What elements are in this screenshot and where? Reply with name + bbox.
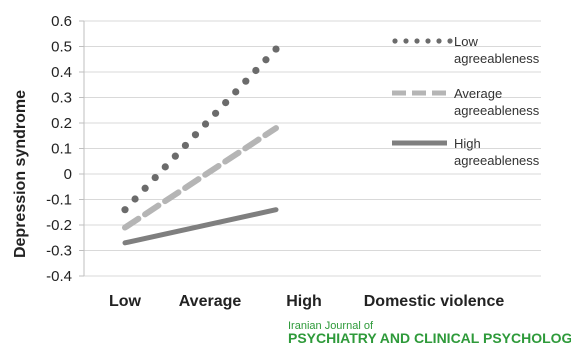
y-tick-label: 0.3 bbox=[51, 90, 72, 107]
series-low-agreeableness-point bbox=[141, 184, 149, 192]
y-tick-label: -0.3 bbox=[46, 243, 72, 260]
series-low-agreeableness-point bbox=[272, 45, 280, 53]
series-high-agreeableness-line bbox=[122, 207, 279, 246]
y-tick-labels: 0.6 0.5 0.4 0.3 0.2 0.1 0 -0.1 -0.2 -0.3 -0.4 bbox=[46, 13, 72, 285]
x-category-label: Average bbox=[179, 293, 242, 310]
series-average-agreeableness-line bbox=[122, 125, 279, 231]
series bbox=[121, 45, 280, 246]
legend-swatch-low-dot bbox=[447, 38, 453, 44]
journal-name-small: Iranian Journal of bbox=[288, 320, 374, 332]
y-tick-label: 0.4 bbox=[51, 64, 72, 81]
y-tick-label: -0.4 bbox=[46, 268, 72, 285]
y-tick-label: -0.2 bbox=[46, 217, 72, 234]
series-low-agreeableness-point bbox=[161, 163, 169, 171]
y-tick-label: 0.1 bbox=[51, 141, 72, 158]
x-axis-extra-label: Domestic violence bbox=[364, 293, 505, 310]
y-tick-label: 0.6 bbox=[51, 13, 72, 30]
x-category-label: High bbox=[286, 293, 322, 310]
series-low-agreeableness-point bbox=[242, 77, 250, 85]
legend-swatch-low-dot bbox=[425, 38, 431, 44]
x-category-labels: Low Average High bbox=[109, 293, 322, 310]
series-low-agreeableness-point bbox=[262, 56, 270, 64]
legend: Low agreeableness Average agreeableness High… bbox=[392, 34, 540, 168]
gridlines bbox=[84, 20, 541, 277]
y-tick-label: -0.1 bbox=[46, 192, 72, 209]
series-low-agreeableness-point bbox=[201, 120, 210, 128]
series-low-agreeableness-point bbox=[171, 152, 179, 160]
series-low-agreeableness-point bbox=[222, 99, 230, 107]
series-low-agreeableness-point bbox=[121, 206, 129, 214]
series-low-agreeableness-point bbox=[151, 173, 159, 182]
legend-label: Average bbox=[454, 86, 502, 101]
journal-logo: Iranian Journal of PSYCHIATRY AND CLINIC… bbox=[288, 320, 571, 345]
series-low-agreeableness-point bbox=[131, 195, 139, 203]
y-axis-label: Depression syndrome bbox=[12, 90, 29, 258]
series-low-agreeableness-point bbox=[252, 66, 260, 75]
y-tick-label: 0.2 bbox=[51, 115, 72, 132]
series-low-agreeableness-point bbox=[212, 109, 220, 117]
legend-swatch-low-dot bbox=[392, 38, 398, 44]
journal-name-large: PSYCHIATRY AND CLINICAL PSYCHOLOGY bbox=[288, 330, 571, 345]
legend-label: agreeableness bbox=[454, 103, 540, 118]
series-low-agreeableness-point bbox=[181, 141, 189, 150]
y-tick-label: 0 bbox=[64, 166, 72, 183]
x-category-label: Low bbox=[109, 293, 142, 310]
legend-swatch-low-dot bbox=[436, 38, 442, 44]
legend-label: High bbox=[454, 136, 481, 151]
legend-label: agreeableness bbox=[454, 153, 540, 168]
axes bbox=[79, 20, 85, 277]
legend-label: Low bbox=[454, 34, 478, 49]
legend-swatch-low-dot bbox=[414, 38, 420, 44]
series-low-agreeableness-point bbox=[232, 88, 240, 96]
legend-label: agreeableness bbox=[454, 51, 540, 66]
legend-swatch-low-dot bbox=[403, 38, 409, 44]
y-tick-label: 0.5 bbox=[51, 39, 72, 56]
series-low-agreeableness-point bbox=[191, 131, 200, 139]
